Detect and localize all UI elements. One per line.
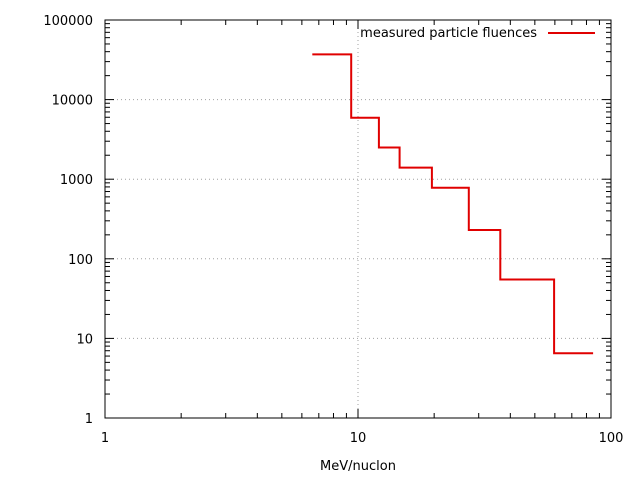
axis-ticks [104, 19, 612, 419]
series-group [312, 53, 594, 355]
y-tick-label: 1000 [60, 173, 93, 188]
series-line [312, 53, 594, 355]
plot-frame [104, 19, 612, 419]
legend: measured particle fluences [360, 26, 595, 41]
x-tick-labels: 1 10 100 [101, 431, 624, 446]
y-tick-label: 10 [76, 332, 93, 347]
y-tick-label: 100000 [43, 14, 93, 29]
y-tick-label: 1 [85, 412, 93, 427]
y-tick-label: 10000 [52, 94, 93, 109]
x-axis-label: MeV/nuclon [320, 459, 396, 474]
x-tick-label: 100 [599, 431, 624, 446]
x-tick-label: 1 [101, 431, 109, 446]
x-tick-label: 10 [350, 431, 367, 446]
y-tick-label: 100 [68, 253, 93, 268]
y-tick-labels: 1 10 100 1000 10000 100000 [43, 14, 93, 427]
legend-label: measured particle fluences [360, 26, 537, 41]
grid [105, 20, 611, 418]
